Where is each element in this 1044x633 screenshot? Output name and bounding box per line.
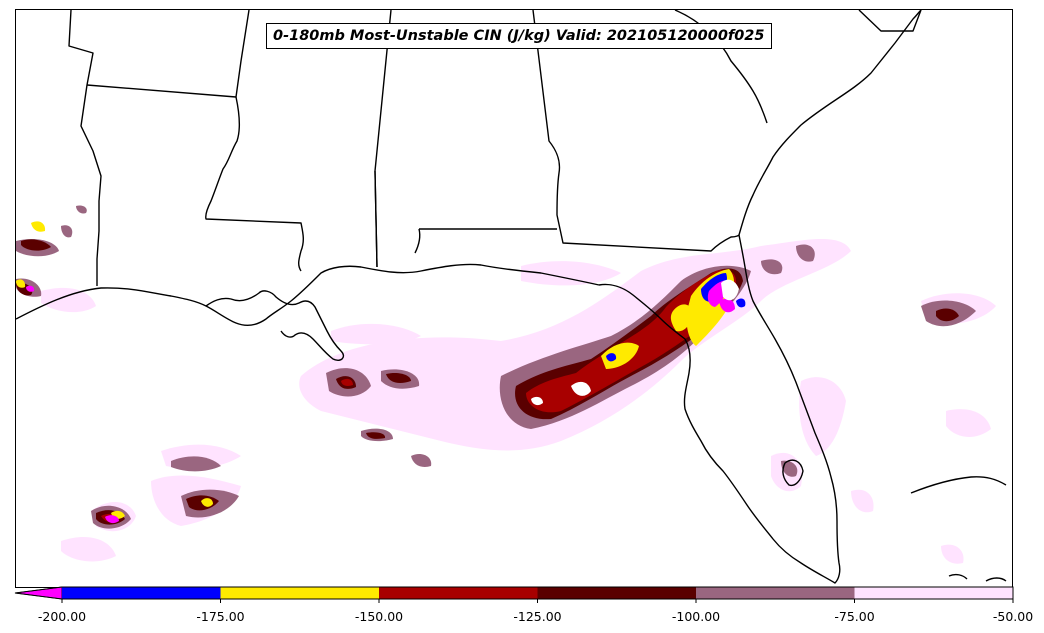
colorbar-bin-4 bbox=[696, 587, 855, 599]
map-title: 0-180mb Most-Unstable CIN (J/kg) Valid: … bbox=[266, 23, 772, 49]
map-panel: 0-180mb Most-Unstable CIN (J/kg) Valid: … bbox=[15, 9, 1013, 588]
map-canvas bbox=[16, 10, 1007, 584]
colorbar-bin-1 bbox=[220, 587, 379, 599]
colorbar-bin-5 bbox=[854, 587, 1013, 599]
colorbar-under-extension bbox=[14, 586, 63, 600]
colorbar-tick-label: -150.00 bbox=[354, 609, 404, 624]
colorbar-tick-label: -200.00 bbox=[37, 609, 87, 624]
colorbar-bin-2 bbox=[379, 587, 538, 599]
colorbar-tick-label: -175.00 bbox=[196, 609, 245, 624]
colorbar-bin-3 bbox=[537, 587, 696, 599]
colorbar-tick-label: -75.00 bbox=[834, 609, 875, 624]
colorbar bbox=[14, 586, 1014, 603]
colorbar-outline bbox=[14, 586, 1014, 600]
colorbar-bin-0 bbox=[62, 587, 221, 599]
coastlines-and-borders bbox=[16, 10, 1007, 584]
colorbar-tick-label: -50.00 bbox=[992, 609, 1034, 624]
cin-field-gaps bbox=[531, 279, 739, 406]
colorbar-tick-label: -125.00 bbox=[513, 609, 562, 624]
colorbar-tick-label: -100.00 bbox=[671, 609, 721, 624]
